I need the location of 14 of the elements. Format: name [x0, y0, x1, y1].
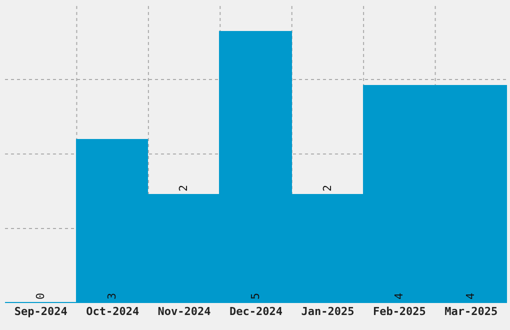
x-tick-label: Feb-2025: [372, 305, 426, 318]
x-tick-label: Jan-2025: [301, 305, 354, 318]
x-tick-label: Nov-2024: [158, 305, 212, 318]
x-tick-label: Dec-2024: [230, 305, 283, 318]
data-label: 2: [321, 184, 334, 192]
x-tick-label: Oct-2024: [86, 305, 140, 318]
data-label: 4: [392, 292, 406, 300]
data-label: 0: [34, 292, 47, 300]
data-label: 2: [177, 184, 190, 192]
data-label: 5: [249, 292, 262, 300]
x-tick-label: Mar-2025: [444, 305, 498, 318]
x-tick-label: Sep-2024: [14, 305, 68, 318]
data-label: 3: [106, 292, 118, 300]
data-label: 4: [464, 292, 477, 300]
